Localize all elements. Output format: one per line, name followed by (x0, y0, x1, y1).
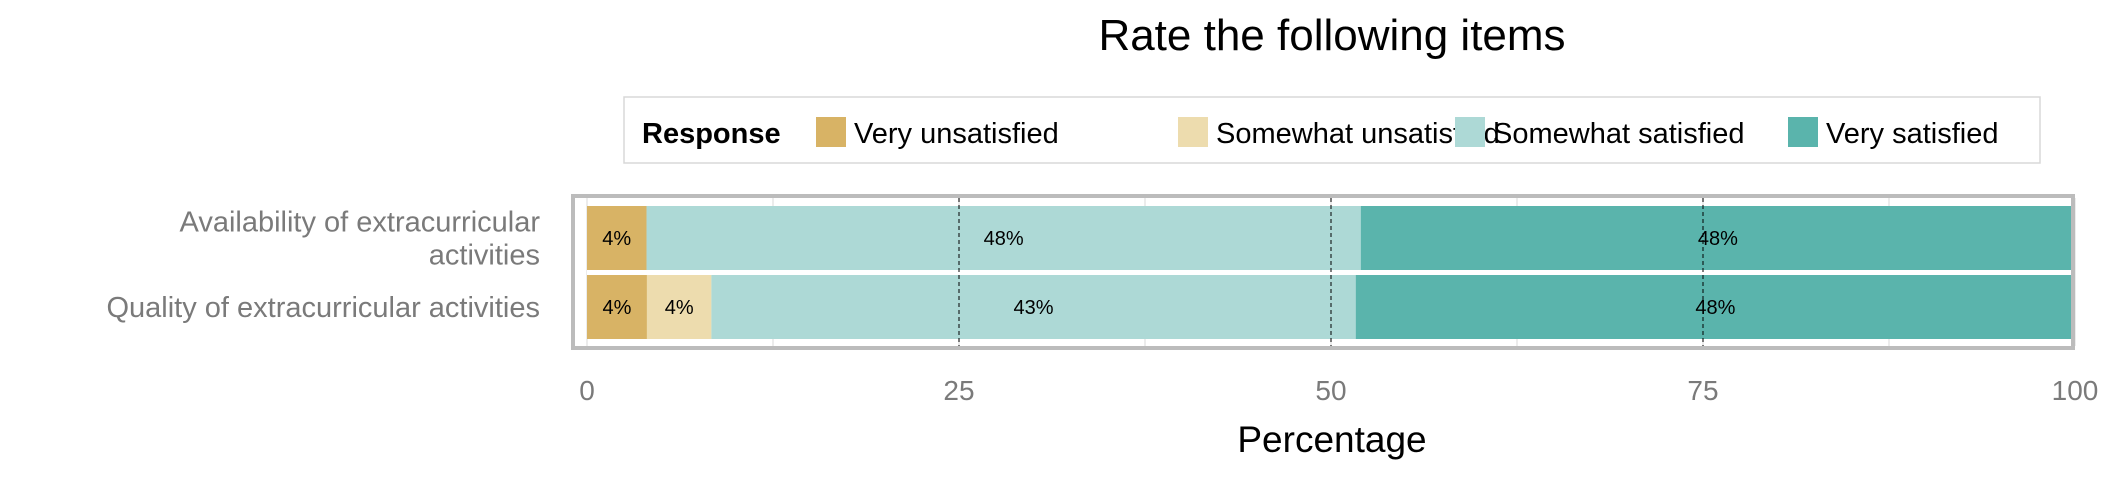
x-tick-label: 50 (1315, 375, 1346, 406)
legend-label: Very satisfied (1826, 118, 1998, 150)
data-label: 48% (1695, 297, 1735, 319)
legend-label: Somewhat satisfied (1493, 118, 1744, 150)
bar-segment (711, 275, 1356, 339)
category-label: Quality of extracurricular activities (106, 292, 540, 324)
x-tick-label: 25 (943, 375, 974, 406)
panel-border (571, 194, 2075, 350)
bar-segment (646, 275, 712, 339)
data-label: 4% (665, 297, 694, 319)
legend-swatch (1455, 117, 1485, 147)
bar-segment (1355, 275, 2075, 339)
data-label: 43% (1014, 297, 1054, 319)
legend: Response Very unsatisfied Somewhat unsati… (623, 96, 2041, 164)
data-label: 4% (602, 228, 631, 250)
x-tick-label: 0 (579, 375, 595, 406)
x-tick-label: 75 (1687, 375, 1718, 406)
bar-segment (646, 206, 1361, 270)
data-label: 48% (1698, 228, 1738, 250)
legend-title: Response (642, 118, 781, 150)
plot-area: 4% 48% 48% 4% 4% 43% 48% (571, 194, 2076, 350)
x-tick-label: 100 (2052, 375, 2099, 406)
legend-label: Somewhat unsatisfied (1216, 118, 1500, 150)
category-label: Availability of extracurricular activitie… (180, 207, 541, 272)
legend-swatch (816, 117, 846, 147)
legend-label: Very unsatisfied (854, 118, 1059, 150)
chart-title: Rate the following items (1098, 11, 1565, 60)
x-axis-title: Percentage (1237, 419, 1426, 460)
row-gap (587, 270, 2075, 275)
data-label: 4% (603, 297, 632, 319)
bar-segment (1360, 206, 2075, 270)
legend-swatch (1178, 117, 1208, 147)
data-label: 48% (984, 228, 1024, 250)
legend-swatch (1788, 117, 1818, 147)
bar-segment (587, 206, 647, 270)
bar-segment (587, 275, 647, 339)
